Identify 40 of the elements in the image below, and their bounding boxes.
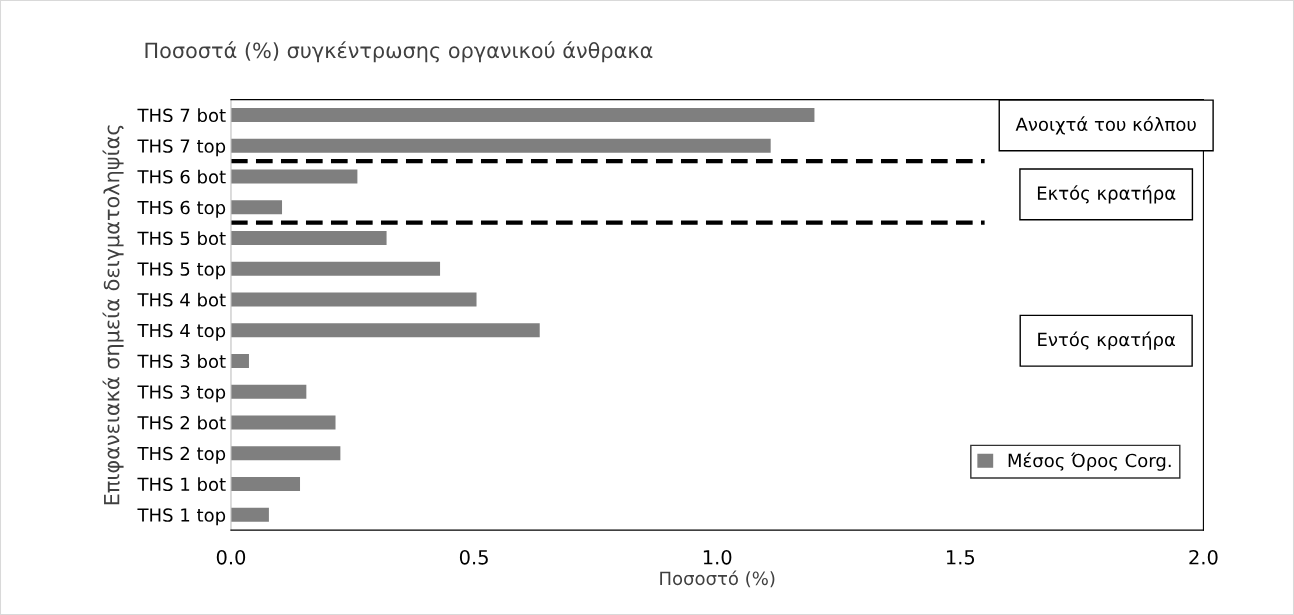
- bar: [230, 415, 336, 430]
- bar: [230, 138, 771, 153]
- annotation: Ανοιχτά του κόλπου: [1015, 116, 1196, 135]
- y-tick-label: THS 7 top: [137, 139, 226, 157]
- annotation: Εκτός κρατήρα: [1037, 185, 1176, 204]
- x-tick-label: 1.0: [703, 549, 732, 565]
- y-tick-label: THS 2 top: [137, 446, 226, 464]
- y-tick-label: THS 1 bot: [137, 477, 226, 492]
- bar: [230, 231, 387, 245]
- bar: [230, 354, 249, 368]
- x-tick-label: 1.5: [946, 550, 975, 565]
- chart-title: Ποσοστά (%) συγκέντρωσης οργανικού άνθρακα: [145, 41, 653, 63]
- y-tick-label: THS 7 bot: [137, 108, 226, 123]
- bar: [230, 477, 301, 491]
- bar: [230, 384, 307, 399]
- x-axis-title: Ποσοστό (%): [660, 570, 775, 588]
- legend-label: Μέσος Όρος Corg.: [1008, 452, 1171, 471]
- bar: [230, 200, 283, 215]
- y-tick-label: THS 2 bot: [137, 415, 226, 430]
- y-tick-label: THS 5 top: [137, 262, 226, 280]
- y-tick-label: THS 6 bot: [137, 169, 226, 184]
- y-tick-label: THS 4 bot: [137, 292, 226, 307]
- y-tick-label: THS 1 top: [137, 508, 226, 526]
- bar: [230, 292, 477, 307]
- annotation: Εντός κρατήρα: [1038, 331, 1176, 350]
- bar: [230, 169, 358, 184]
- x-tick-label: 0.5: [459, 549, 488, 565]
- bar: [230, 261, 441, 276]
- bar: [230, 507, 269, 522]
- y-tick-label: THS 3 top: [137, 385, 226, 403]
- y-tick-label: THS 5 bot: [137, 231, 226, 246]
- y-tick-label: THS 3 bot: [137, 354, 226, 369]
- x-tick-label: 0.0: [216, 549, 246, 565]
- bar: [230, 446, 341, 461]
- bar: [230, 323, 540, 338]
- bar: [230, 108, 815, 122]
- y-tick-label: THS 4 top: [137, 323, 226, 341]
- y-tick-label: THS 6 top: [137, 200, 226, 218]
- y-axis-title: Επιφανειακά σημεία δειγματοληψίας: [102, 125, 124, 505]
- x-tick-label: 2.0: [1189, 549, 1218, 565]
